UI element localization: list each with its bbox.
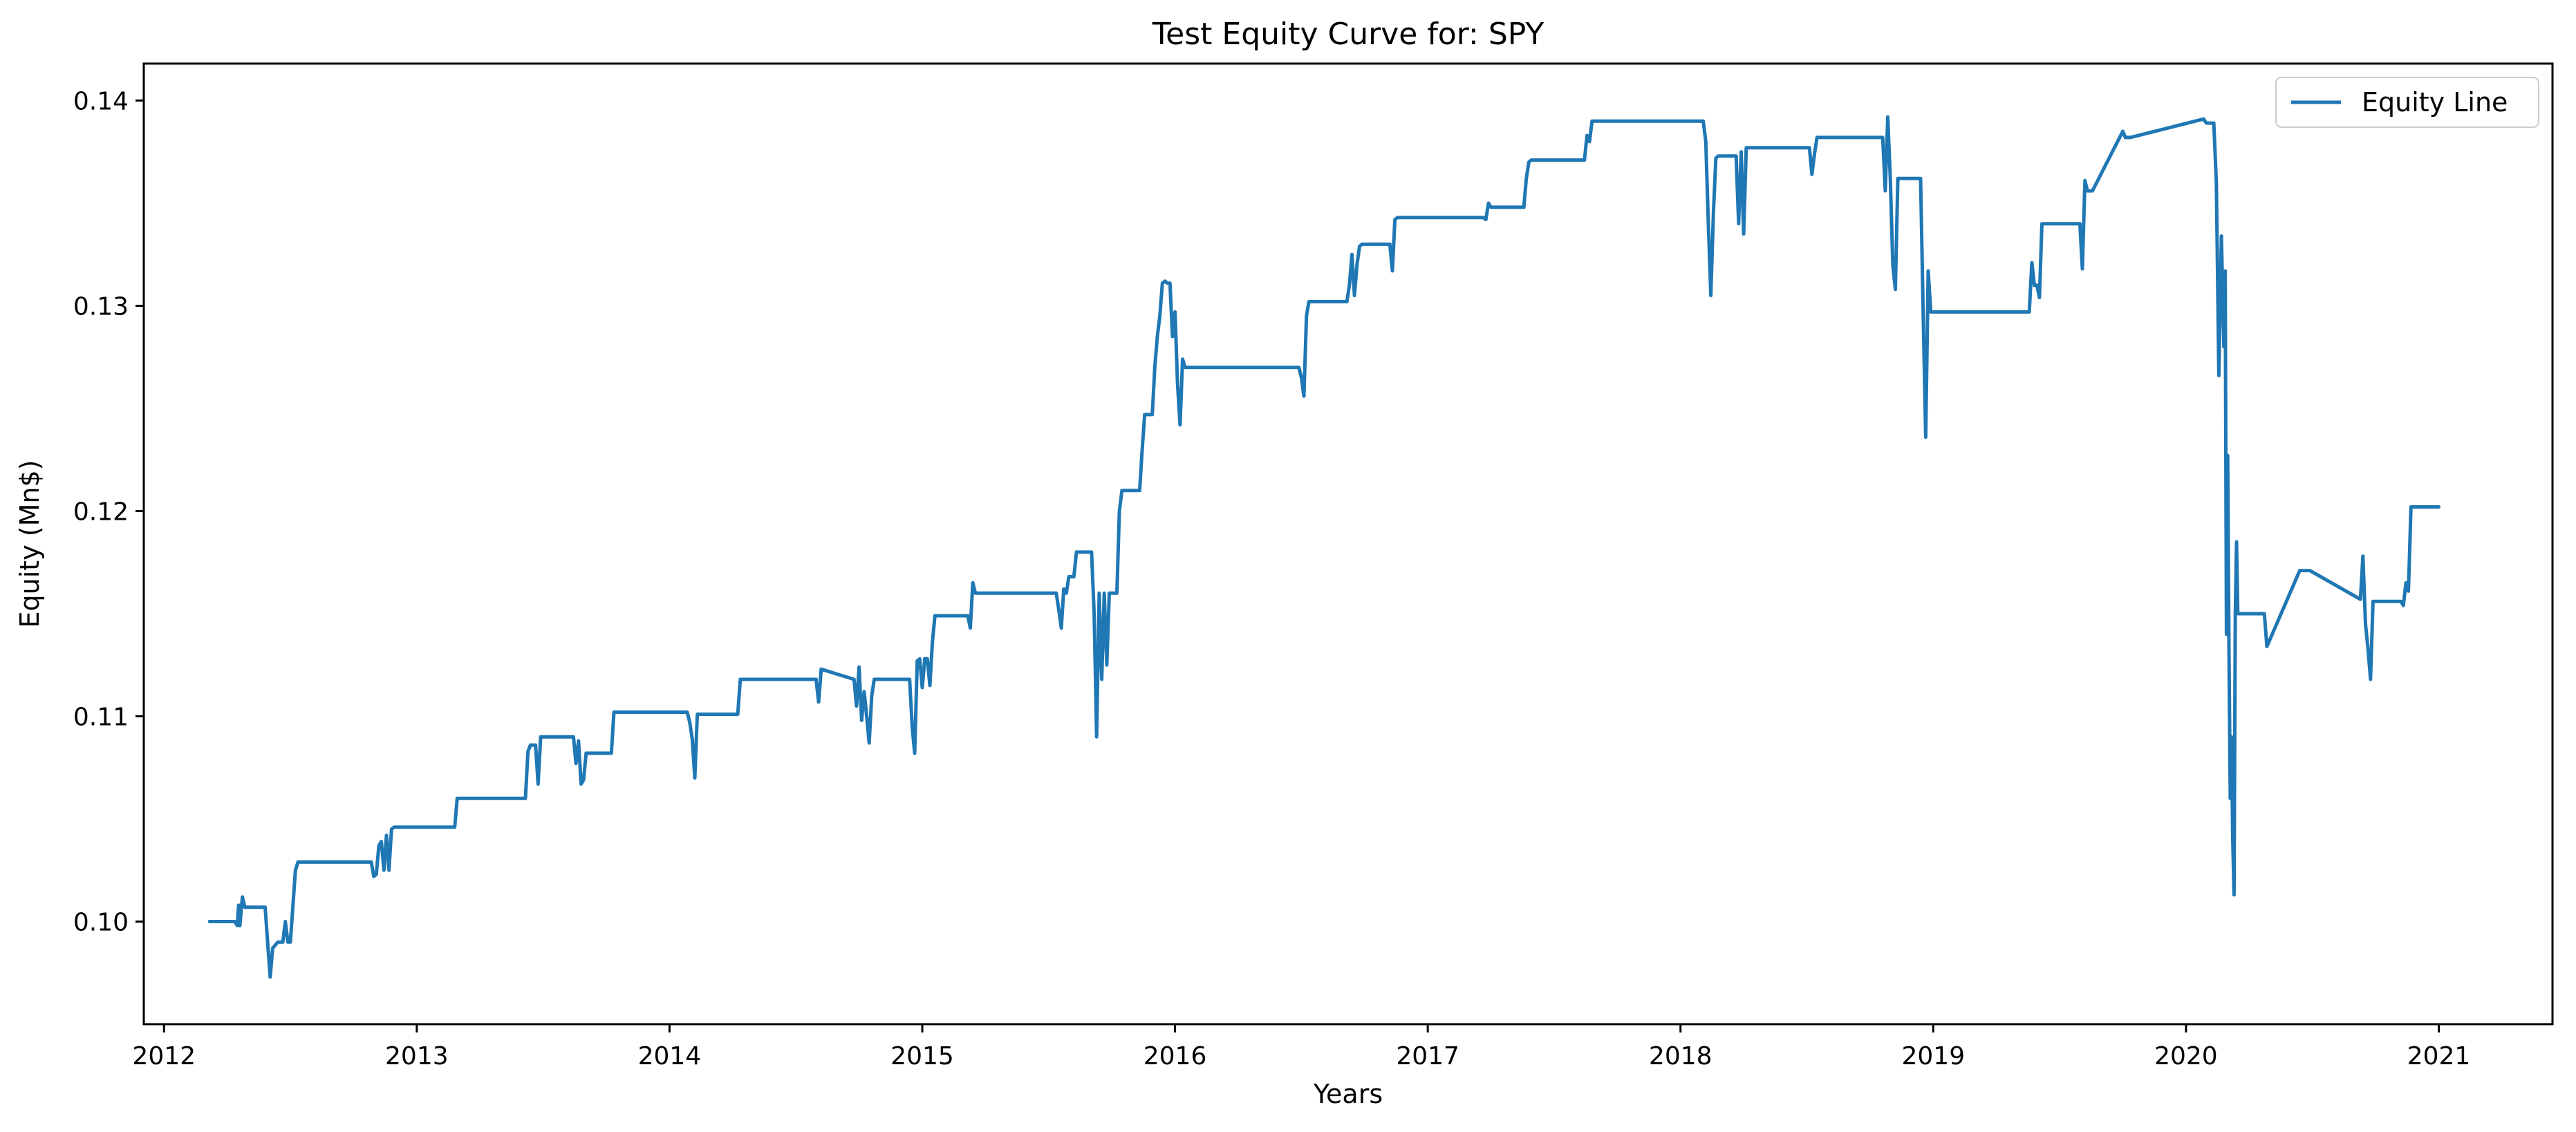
- legend-box: [2275, 77, 2539, 128]
- x-tick-label: 2019: [1902, 1042, 1966, 1070]
- x-tick-label: 2015: [890, 1042, 954, 1070]
- chart-title: Test Equity Curve for: SPY: [1152, 17, 1544, 52]
- x-tick-label: 2016: [1144, 1042, 1207, 1070]
- x-tick-label: 2018: [1649, 1042, 1712, 1070]
- y-tick-label: 0.14: [73, 87, 129, 115]
- plot-area-frame: [142, 62, 2554, 1026]
- x-tick-label: 2012: [132, 1042, 196, 1070]
- y-tick-label: 0.10: [73, 908, 129, 936]
- y-tick-label: 0.13: [73, 292, 129, 321]
- y-tick-label: 0.12: [73, 498, 129, 526]
- legend-entry-equity-line: Equity Line: [2362, 87, 2508, 117]
- y-tick-label: 0.11: [73, 703, 129, 731]
- series-line-equity: [207, 115, 2440, 979]
- x-tick-label: 2013: [385, 1042, 449, 1070]
- x-tick-label: 2021: [2407, 1042, 2471, 1070]
- x-tick-label: 2020: [2154, 1042, 2218, 1070]
- x-axis-ticks: 2012 2013 2014 2015 2016 2017 2018 2019 2020 2021: [132, 1024, 2470, 1070]
- legend: Equity Line: [2275, 77, 2539, 128]
- x-tick-label: 2014: [638, 1042, 702, 1070]
- y-axis-ticks: 0.10 0.11 0.12 0.13 0.14: [73, 87, 144, 936]
- x-axis-label: Years: [1313, 1079, 1383, 1109]
- x-tick-label: 2017: [1396, 1042, 1459, 1070]
- y-axis-label: Equity (Mn$): [15, 460, 45, 628]
